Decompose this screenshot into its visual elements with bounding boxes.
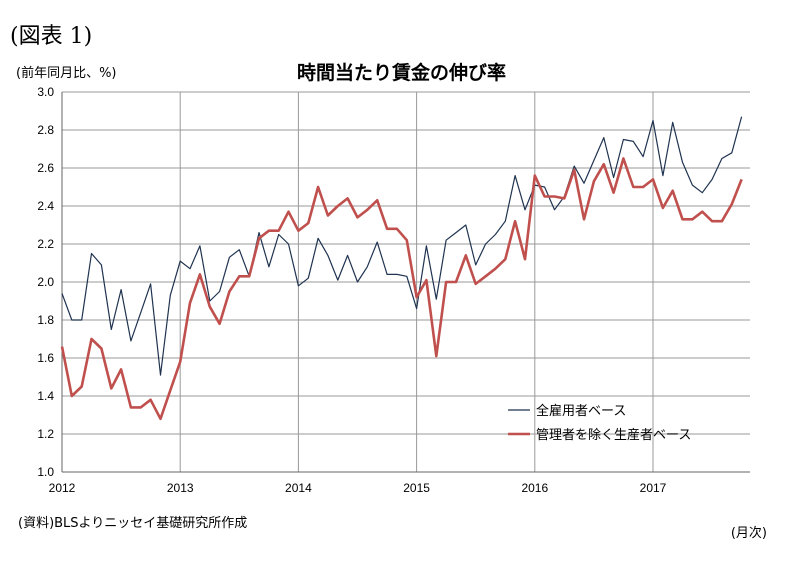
legend-label: 管理者を除く生産者ベース: [536, 427, 691, 443]
axes: 1.0 1.2 1.4 1.6 1.8 2.0 2.2 2.4 2.6 2.8 3.0 2012 201…: [37, 85, 750, 495]
y-axis-unit-label: (前年同月比、%): [16, 66, 117, 81]
legend-label: 全雇用者ベース: [536, 403, 626, 419]
x-axis-unit-label: (月次): [730, 526, 767, 541]
y-tick-label: 1.4: [37, 389, 54, 403]
y-tick-label: 1.6: [37, 351, 54, 365]
x-tick-label: 2015: [403, 481, 430, 495]
y-tick-label: 2.0: [37, 275, 54, 289]
x-tick-label: 2017: [640, 481, 667, 495]
gridlines: [61, 91, 750, 473]
y-tick-label: 1.8: [37, 313, 54, 327]
chart-title: 時間当たり賃金の伸び率: [296, 62, 506, 84]
series-line-production: [60, 157, 743, 421]
y-tick-label: 2.6: [37, 161, 54, 175]
y-tick-label: 2.4: [37, 199, 54, 213]
series-lines: [60, 116, 743, 421]
figure-label: (図表 1): [10, 24, 93, 49]
x-tick-label: 2013: [167, 481, 194, 495]
y-tick-label: 2.8: [37, 123, 54, 137]
y-tick-label: 1.0: [37, 465, 54, 479]
x-tick-label: 2016: [521, 481, 548, 495]
y-tick-label: 2.2: [37, 237, 54, 251]
series-line-all-employees: [61, 116, 743, 376]
y-tick-label: 1.2: [37, 427, 54, 441]
x-tick-label: 2012: [49, 481, 76, 495]
y-tick-label: 3.0: [37, 85, 54, 99]
source-note: (資料)BLSよりニッセイ基礎研究所作成: [18, 516, 248, 531]
x-tick-label: 2014: [285, 481, 312, 495]
